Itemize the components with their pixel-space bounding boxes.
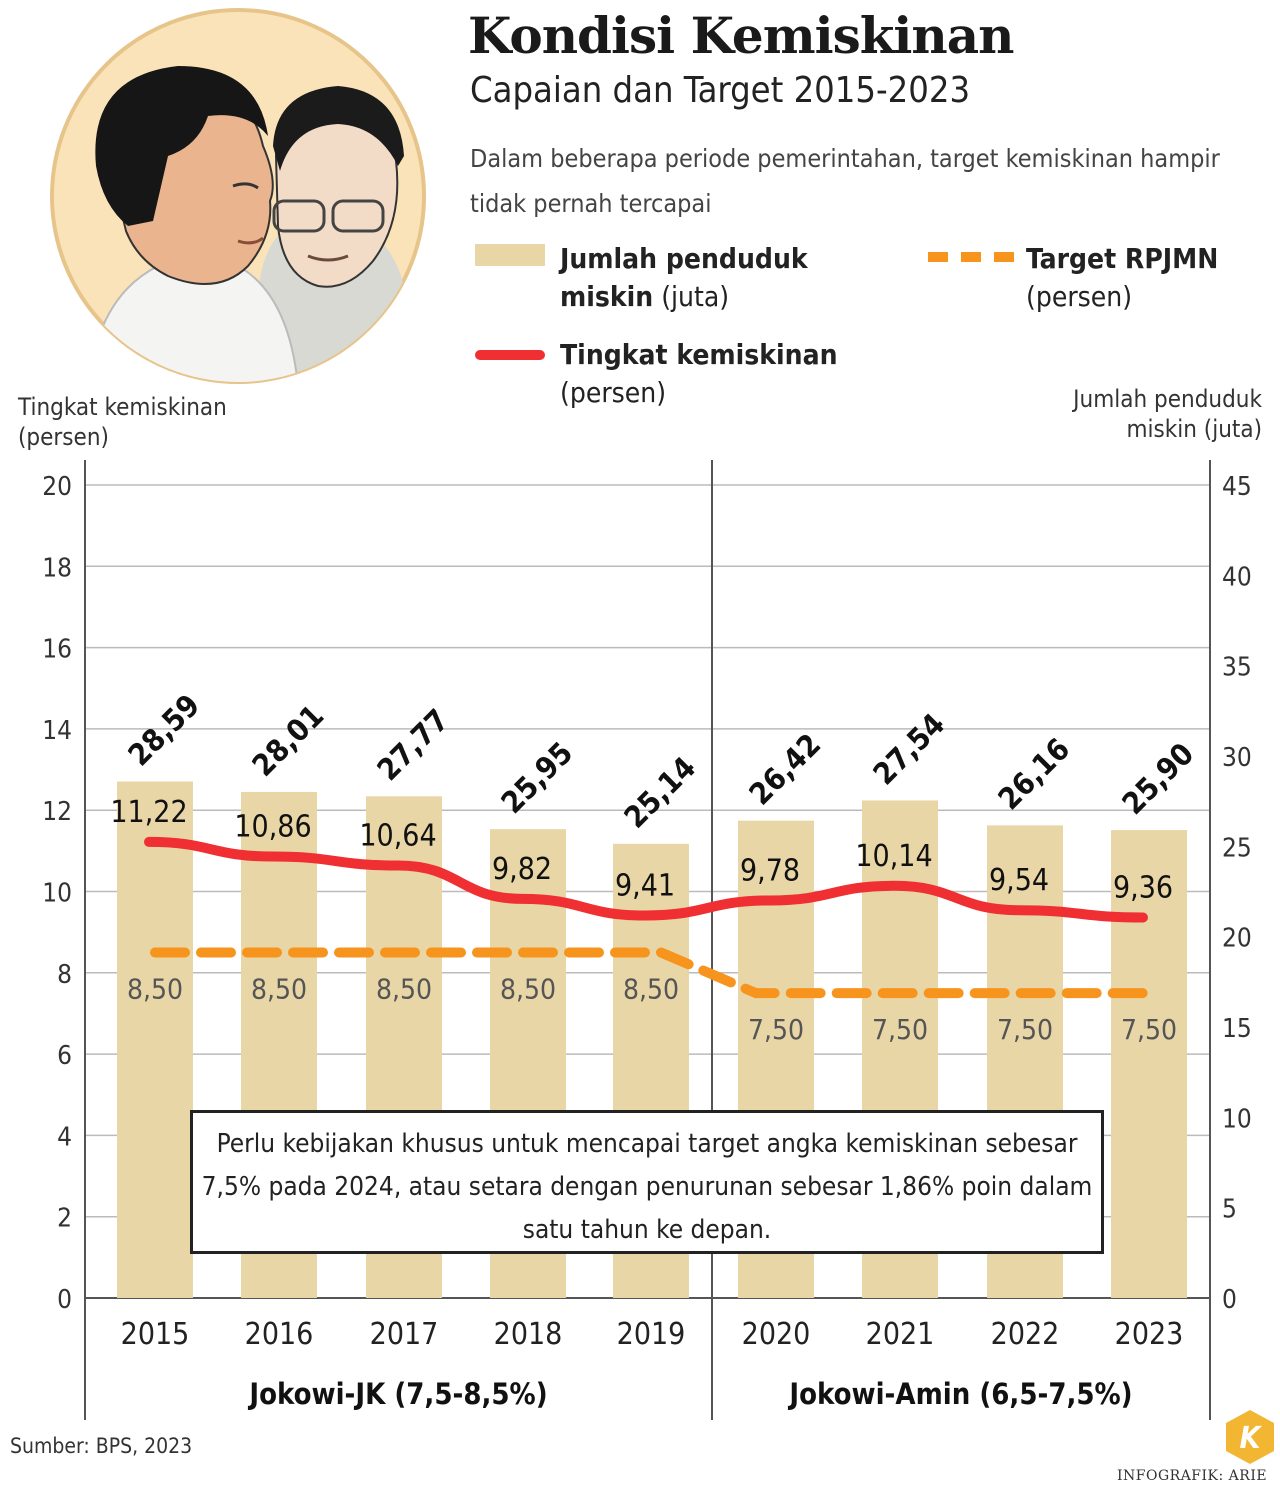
legend-bar-unit: (juta)	[661, 280, 730, 313]
right-tick-label: 10	[1222, 1104, 1252, 1134]
right-axis-title: Jumlah penduduk miskin (juta)	[1073, 384, 1262, 444]
x-tick-label: 2023	[1115, 1317, 1184, 1352]
left-tick-label: 2	[57, 1204, 72, 1234]
right-tick-label: 15	[1222, 1014, 1252, 1044]
rate-value-label: 9,54	[989, 863, 1049, 898]
left-axis-title-line1: Tingkat kemiskinan	[18, 393, 227, 421]
legend-bar-label: Jumlah penduduk miskin (juta)	[560, 240, 880, 316]
left-tick-label: 18	[42, 553, 72, 583]
target-value-label: 8,50	[500, 972, 556, 1005]
bar-value-label: 25,90	[1116, 737, 1201, 822]
legend-line-unit: (persen)	[560, 376, 667, 409]
left-tick-label: 6	[57, 1041, 72, 1071]
target-value-label: 7,50	[872, 1013, 928, 1046]
left-tick-label: 4	[57, 1122, 72, 1152]
logo-icon: K	[1226, 1410, 1274, 1464]
left-tick-label: 10	[42, 879, 72, 909]
right-tick-label: 5	[1222, 1195, 1237, 1225]
right-tick-label: 35	[1222, 653, 1252, 683]
x-tick-label: 2021	[866, 1317, 935, 1352]
rate-value-label: 9,41	[615, 868, 675, 903]
period-label: Jokowi-Amin (6,5-7,5%)	[787, 1377, 1132, 1411]
left-axis-title: Tingkat kemiskinan (persen)	[18, 392, 227, 452]
x-tick-label: 2019	[617, 1317, 686, 1352]
bar-value-label: 26,16	[992, 732, 1077, 817]
left-tick-label: 0	[57, 1285, 72, 1315]
legend-target-swatch	[928, 252, 1014, 262]
right-tick-label: 45	[1222, 472, 1252, 502]
page-subtitle: Capaian dan Target 2015-2023	[470, 70, 971, 111]
bar-2023	[1111, 830, 1187, 1298]
rate-value-label: 10,64	[359, 818, 436, 853]
legend-bar-swatch	[475, 244, 545, 266]
poverty-rate-line	[144, 836, 1148, 923]
right-tick-label: 30	[1222, 743, 1252, 773]
target-value-label: 8,50	[623, 972, 679, 1005]
right-axis-title-line1: Jumlah penduduk	[1073, 385, 1262, 413]
rate-value-label: 11,22	[110, 795, 187, 830]
page-title: Kondisi Kemiskinan	[468, 6, 1015, 65]
bar-value-label: 25,95	[495, 736, 580, 821]
target-value-label: 7,50	[997, 1013, 1053, 1046]
x-tick-label: 2022	[991, 1317, 1060, 1352]
legend-line-name: Tingkat kemiskinan	[560, 338, 838, 371]
period-label: Jokowi-JK (7,5-8,5%)	[247, 1377, 547, 1411]
target-value-label: 8,50	[376, 972, 432, 1005]
target-rpjmn-line	[150, 947, 1154, 999]
rate-value-label: 9,82	[492, 852, 552, 887]
right-tick-label: 40	[1222, 562, 1252, 592]
target-value-label: 8,50	[127, 972, 183, 1005]
bar-2015	[117, 781, 193, 1298]
left-axis-title-line2: (persen)	[18, 423, 109, 451]
legend-target-label: Target RPJMN (persen)	[1026, 240, 1246, 316]
right-tick-label: 25	[1222, 833, 1252, 863]
bar-value-label: 26,42	[743, 727, 828, 812]
rate-value-label: 10,14	[855, 839, 932, 874]
bar-value-label: 27,77	[371, 703, 456, 788]
x-tick-label: 2016	[245, 1317, 314, 1352]
legend-target-name: Target RPJMN	[1026, 242, 1219, 275]
logo-letter: K	[1240, 1421, 1263, 1456]
policy-note-box: Perlu kebijakan khusus untuk mencapai ta…	[190, 1110, 1104, 1254]
rate-value-label: 9,36	[1113, 871, 1173, 906]
bar-value-label: 25,14	[618, 750, 703, 835]
portrait-illustration	[50, 8, 426, 384]
left-tick-label: 14	[42, 716, 72, 746]
rate-value-label: 10,86	[234, 810, 311, 845]
rate-value-label: 9,78	[740, 853, 800, 888]
right-axis-title-line2: miskin (juta)	[1126, 415, 1262, 443]
right-tick-label: 20	[1222, 924, 1252, 954]
legend-bar-name: Jumlah penduduk miskin	[560, 242, 808, 313]
credit-text: INFOGRAFIK: ARIE	[1117, 1468, 1268, 1484]
left-tick-label: 8	[57, 960, 72, 990]
left-tick-label: 20	[42, 472, 72, 502]
x-tick-label: 2015	[121, 1317, 190, 1352]
legend-line-swatch	[475, 350, 545, 360]
x-tick-label: 2018	[494, 1317, 563, 1352]
left-tick-label: 16	[42, 635, 72, 665]
source-text: Sumber: BPS, 2023	[10, 1434, 193, 1458]
description-text: Dalam beberapa periode pemerintahan, tar…	[470, 144, 1220, 218]
bar-value-label: 28,59	[122, 688, 207, 773]
legend-target-unit: (persen)	[1026, 280, 1133, 313]
x-tick-label: 2017	[370, 1317, 439, 1352]
target-value-label: 8,50	[251, 972, 307, 1005]
x-tick-label: 2020	[742, 1317, 811, 1352]
right-tick-label: 0	[1222, 1285, 1237, 1315]
bar-value-label: 27,54	[867, 707, 952, 792]
target-value-label: 7,50	[748, 1013, 804, 1046]
left-tick-label: 12	[42, 797, 72, 827]
bar-value-label: 28,01	[246, 698, 331, 783]
legend-line-label: Tingkat kemiskinan (persen)	[560, 336, 880, 412]
target-value-label: 7,50	[1121, 1013, 1177, 1046]
